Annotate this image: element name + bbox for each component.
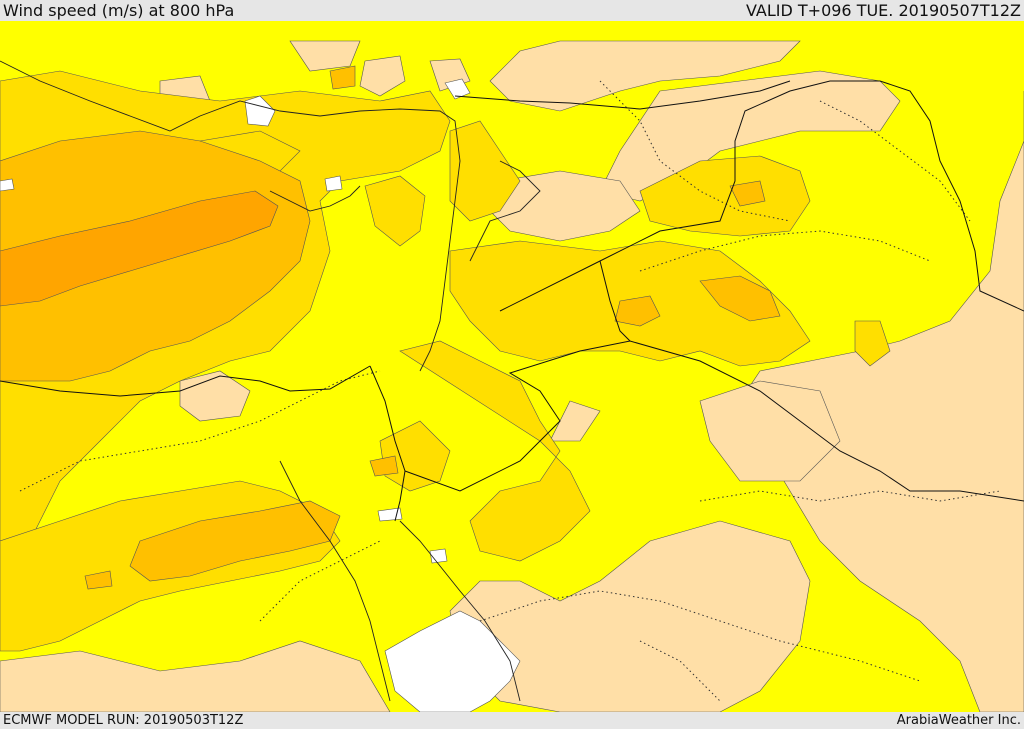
footer-bar: ECMWF MODEL RUN: 20190503T12Z ArabiaWeat… — [0, 712, 1024, 729]
wind-speed-map[interactable] — [0, 21, 1024, 712]
strongest-wind-core — [0, 190, 279, 307]
header-bar: Wind speed (m/s) at 800 hPa VALID T+096 … — [0, 0, 1024, 21]
valid-time: VALID T+096 TUE. 20190507T12Z — [745, 1, 1021, 20]
map-title: Wind speed (m/s) at 800 hPa — [3, 1, 235, 20]
credit-label: ArabiaWeather Inc. — [896, 713, 1021, 728]
international-borders — [0, 80, 1024, 522]
model-run-label: ECMWF MODEL RUN: 20190503T12Z — [3, 713, 244, 728]
coastlines — [0, 60, 541, 702]
low-wind-areas — [0, 40, 1024, 712]
country-borders — [19, 80, 1001, 702]
